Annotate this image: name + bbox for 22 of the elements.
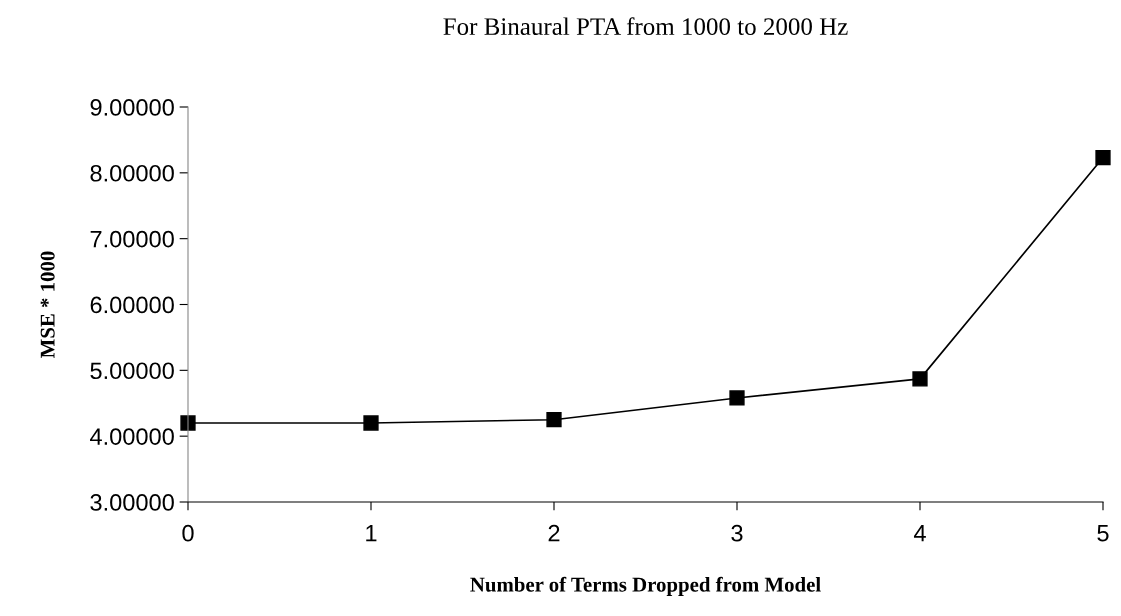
x-axis-title: Number of Terms Dropped from Model (470, 576, 821, 596)
point (180, 415, 196, 431)
point (729, 390, 745, 406)
y-tick-label: 8.00000 (90, 164, 174, 182)
x-tick-label: 1 (366, 525, 377, 542)
x-tick-label: 2 (548, 524, 560, 542)
point (1095, 150, 1111, 166)
y-tick-label: 4.00000 (90, 428, 174, 445)
x-tick-label: 0 (182, 524, 194, 542)
y-tick-label: 5.00000 (90, 362, 174, 380)
x-tick-label: 5 (1097, 525, 1109, 542)
x-tick-label: 3 (731, 524, 743, 542)
point (546, 412, 562, 428)
chart-title: For Binaural PTA from 1000 to 2000 Hz (443, 17, 848, 36)
y-tick-label: 7.00000 (90, 230, 174, 248)
y-tick-label: 6.00000 (90, 296, 174, 314)
y-axis-title: MSE * 1000 (40, 251, 55, 358)
x-tick-label: 4 (913, 525, 926, 542)
y-tick-label: 9.00000 (90, 99, 174, 116)
point (912, 371, 928, 387)
point (363, 415, 379, 431)
y-tick-label: 3.00000 (90, 494, 174, 511)
